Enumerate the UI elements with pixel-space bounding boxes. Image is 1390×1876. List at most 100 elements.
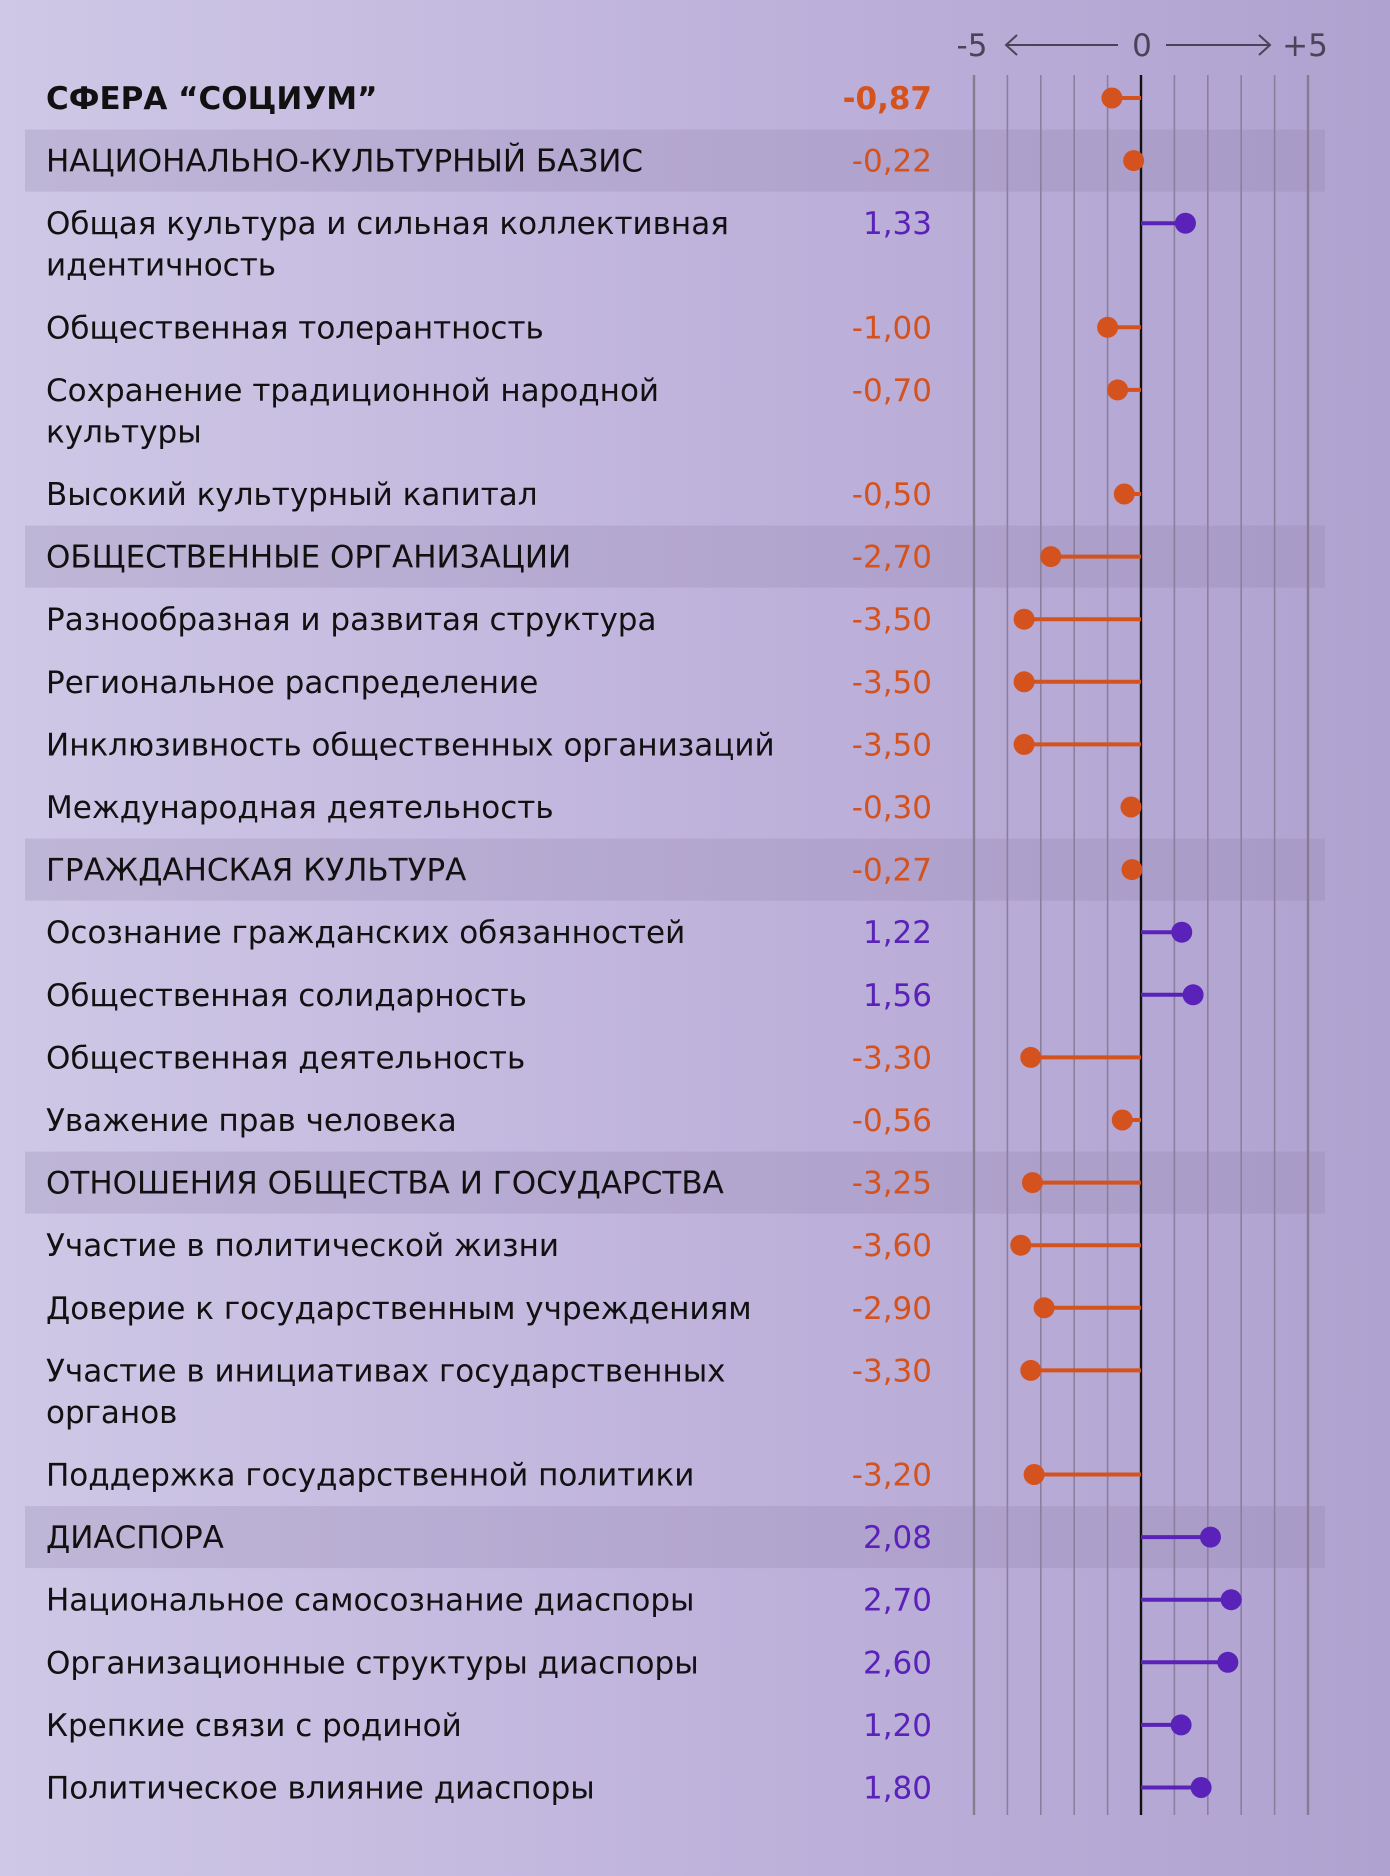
item-row: Инклюзивность общественных организаций -3… [46, 727, 1141, 763]
row-label: СФЕРА “СОЦИУМ” [46, 81, 377, 117]
lollipop-dot [1170, 1714, 1192, 1736]
lollipop-dot [1097, 316, 1119, 338]
row-value-label: -3,50 [852, 665, 932, 701]
category-row: ОБЩЕСТВЕННЫЕ ОРГАНИЗАЦИИ -2,70 [46, 540, 1141, 576]
row-value-label: -0,22 [852, 144, 932, 180]
lollipop-dot [1021, 1172, 1043, 1194]
row-value-label: -0,27 [852, 853, 932, 889]
row-value-label: -3,50 [852, 602, 932, 638]
item-row: Общественная деятельность -3,30 [46, 1040, 1141, 1076]
row-label: органов [46, 1395, 177, 1431]
row-value-label: 2,70 [863, 1583, 932, 1619]
category-row: ОТНОШЕНИЯ ОБЩЕСТВА И ГОСУДАРСТВА -3,25 [46, 1166, 1141, 1202]
rows: СФЕРА “СОЦИУМ” -0,87 НАЦИОНАЛЬНО-КУЛЬТУРНЫ… [46, 81, 1242, 1807]
lollipop-dot [1013, 608, 1035, 630]
row-value-label: 1,22 [863, 915, 932, 951]
row-label: ОБЩЕСТВЕННЫЕ ОРГАНИЗАЦИИ [46, 540, 571, 576]
lollipop-dot [1171, 921, 1193, 943]
lollipop-dot [1113, 483, 1135, 505]
row-value-label: -0,30 [852, 790, 932, 826]
lollipop-dot [1010, 1234, 1032, 1256]
row-value-label: 1,56 [863, 978, 932, 1014]
item-row: Участие в инициативах государственных орг… [46, 1353, 1141, 1431]
lollipop-dot [1101, 87, 1123, 109]
item-row: Региональное распределение -3,50 [46, 665, 1141, 701]
lollipop-dot [1121, 859, 1143, 881]
item-row: Крепкие связи с родиной 1,20 [46, 1708, 1192, 1744]
axis-zero-label: 0 [1132, 28, 1152, 64]
row-label: Участие в политической жизни [46, 1228, 559, 1264]
item-row: Разнообразная и развитая структура -3,50 [46, 602, 1141, 638]
item-row: Осознание гражданских обязанностей 1,22 [46, 915, 1193, 951]
row-value-label: -0,50 [852, 477, 932, 513]
right-arrow-icon [1166, 34, 1272, 56]
lollipop-dot [1023, 1464, 1045, 1485]
row-label: Организационные структуры диаспоры [46, 1645, 699, 1681]
category-row: ГРАЖДАНСКАЯ КУЛЬТУРА -0,27 [46, 853, 1143, 889]
category-row: НАЦИОНАЛЬНО-КУЛЬТУРНЫЙ БАЗИС -0,22 [46, 144, 1145, 180]
lollipop-dot [1033, 1297, 1055, 1319]
row-label: Общественная деятельность [46, 1040, 525, 1076]
item-row: Доверие к государственным учреждениям -2,… [46, 1291, 1141, 1327]
row-value-label: -1,00 [852, 310, 932, 346]
row-value-label: 1,20 [863, 1708, 932, 1744]
axis-header: -5 0 +5 [957, 28, 1328, 64]
item-row: Общественная солидарность 1,56 [46, 978, 1204, 1014]
row-value-label: 1,33 [863, 206, 932, 242]
lollipop-dot [1217, 1651, 1239, 1673]
row-value-label: -3,60 [852, 1228, 932, 1264]
row-label: Высокий культурный капитал [46, 477, 538, 513]
row-label: Региональное распределение [46, 665, 538, 701]
item-row: Сохранение традиционной народной культуры… [46, 373, 1141, 450]
lollipop-dot [1013, 733, 1035, 755]
row-label: Политическое влияние диаспоры [46, 1771, 595, 1807]
lollipop-dot [1220, 1589, 1242, 1611]
lollipop-dot [1013, 671, 1035, 693]
row-label: Осознание гражданских обязанностей [46, 915, 685, 951]
row-value-label: -0,70 [852, 373, 932, 409]
row-label: Международная деятельность [46, 790, 554, 826]
lollipop-dot [1190, 1777, 1212, 1798]
item-row: Уважение прав человека -0,56 [46, 1103, 1141, 1139]
item-row: Национальное самосознание диаспоры 2,70 [46, 1583, 1242, 1619]
left-arrow-icon [1004, 34, 1118, 56]
row-label: НАЦИОНАЛЬНО-КУЛЬТУРНЫЙ БАЗИС [46, 144, 643, 180]
item-row: Общественная толерантность -1,00 [46, 310, 1141, 346]
item-row: Организационные структуры диаспоры 2,60 [46, 1645, 1239, 1681]
row-value-label: -3,20 [852, 1458, 932, 1494]
row-label: идентичность [46, 248, 276, 284]
item-row: Общая культура и сильная коллективная иде… [46, 206, 1196, 284]
category-row: ДИАСПОРА 2,08 [46, 1520, 1221, 1556]
row-label: Крепкие связи с родиной [46, 1708, 462, 1744]
row-value-label: -0,87 [843, 81, 932, 117]
row-label: Общая культура и сильная коллективная [46, 206, 729, 242]
lollipop-dot [1020, 1046, 1042, 1068]
gridlines [972, 75, 1310, 1815]
row-value-label: -3,30 [852, 1040, 932, 1076]
lollipop-dot [1182, 984, 1204, 1006]
row-value-label: 1,80 [863, 1771, 932, 1807]
row-label: Доверие к государственным учреждениям [46, 1291, 752, 1327]
lollipop-dot [1107, 379, 1129, 401]
item-row: Политическое влияние диаспоры 1,80 [46, 1771, 1212, 1807]
row-label: Общественная толерантность [46, 310, 544, 346]
row-label: ОТНОШЕНИЯ ОБЩЕСТВА И ГОСУДАРСТВА [46, 1166, 724, 1202]
row-label: Разнообразная и развитая структура [46, 602, 656, 638]
row-label: культуры [46, 414, 202, 450]
axis-min-label: -5 [957, 28, 988, 64]
row-value-label: 2,60 [863, 1645, 932, 1681]
lollipop-dot [1040, 546, 1062, 568]
row-value-label: -2,90 [852, 1291, 932, 1327]
row-value-label: -3,50 [852, 727, 932, 763]
row-value-label: -0,56 [852, 1103, 932, 1139]
row-value-label: 2,08 [863, 1520, 932, 1556]
lollipop-dot [1174, 212, 1196, 234]
lollipop-dot [1120, 796, 1142, 818]
row-label: Уважение прав человека [46, 1103, 457, 1139]
row-label: Инклюзивность общественных организаций [46, 727, 775, 763]
row-label: Поддержка государственной политики [46, 1458, 694, 1494]
lollipop-dot [1123, 150, 1145, 172]
axis-max-label: +5 [1282, 28, 1328, 64]
row-label: Сохранение традиционной народной [46, 373, 659, 409]
row-value-label: -3,25 [852, 1166, 932, 1202]
